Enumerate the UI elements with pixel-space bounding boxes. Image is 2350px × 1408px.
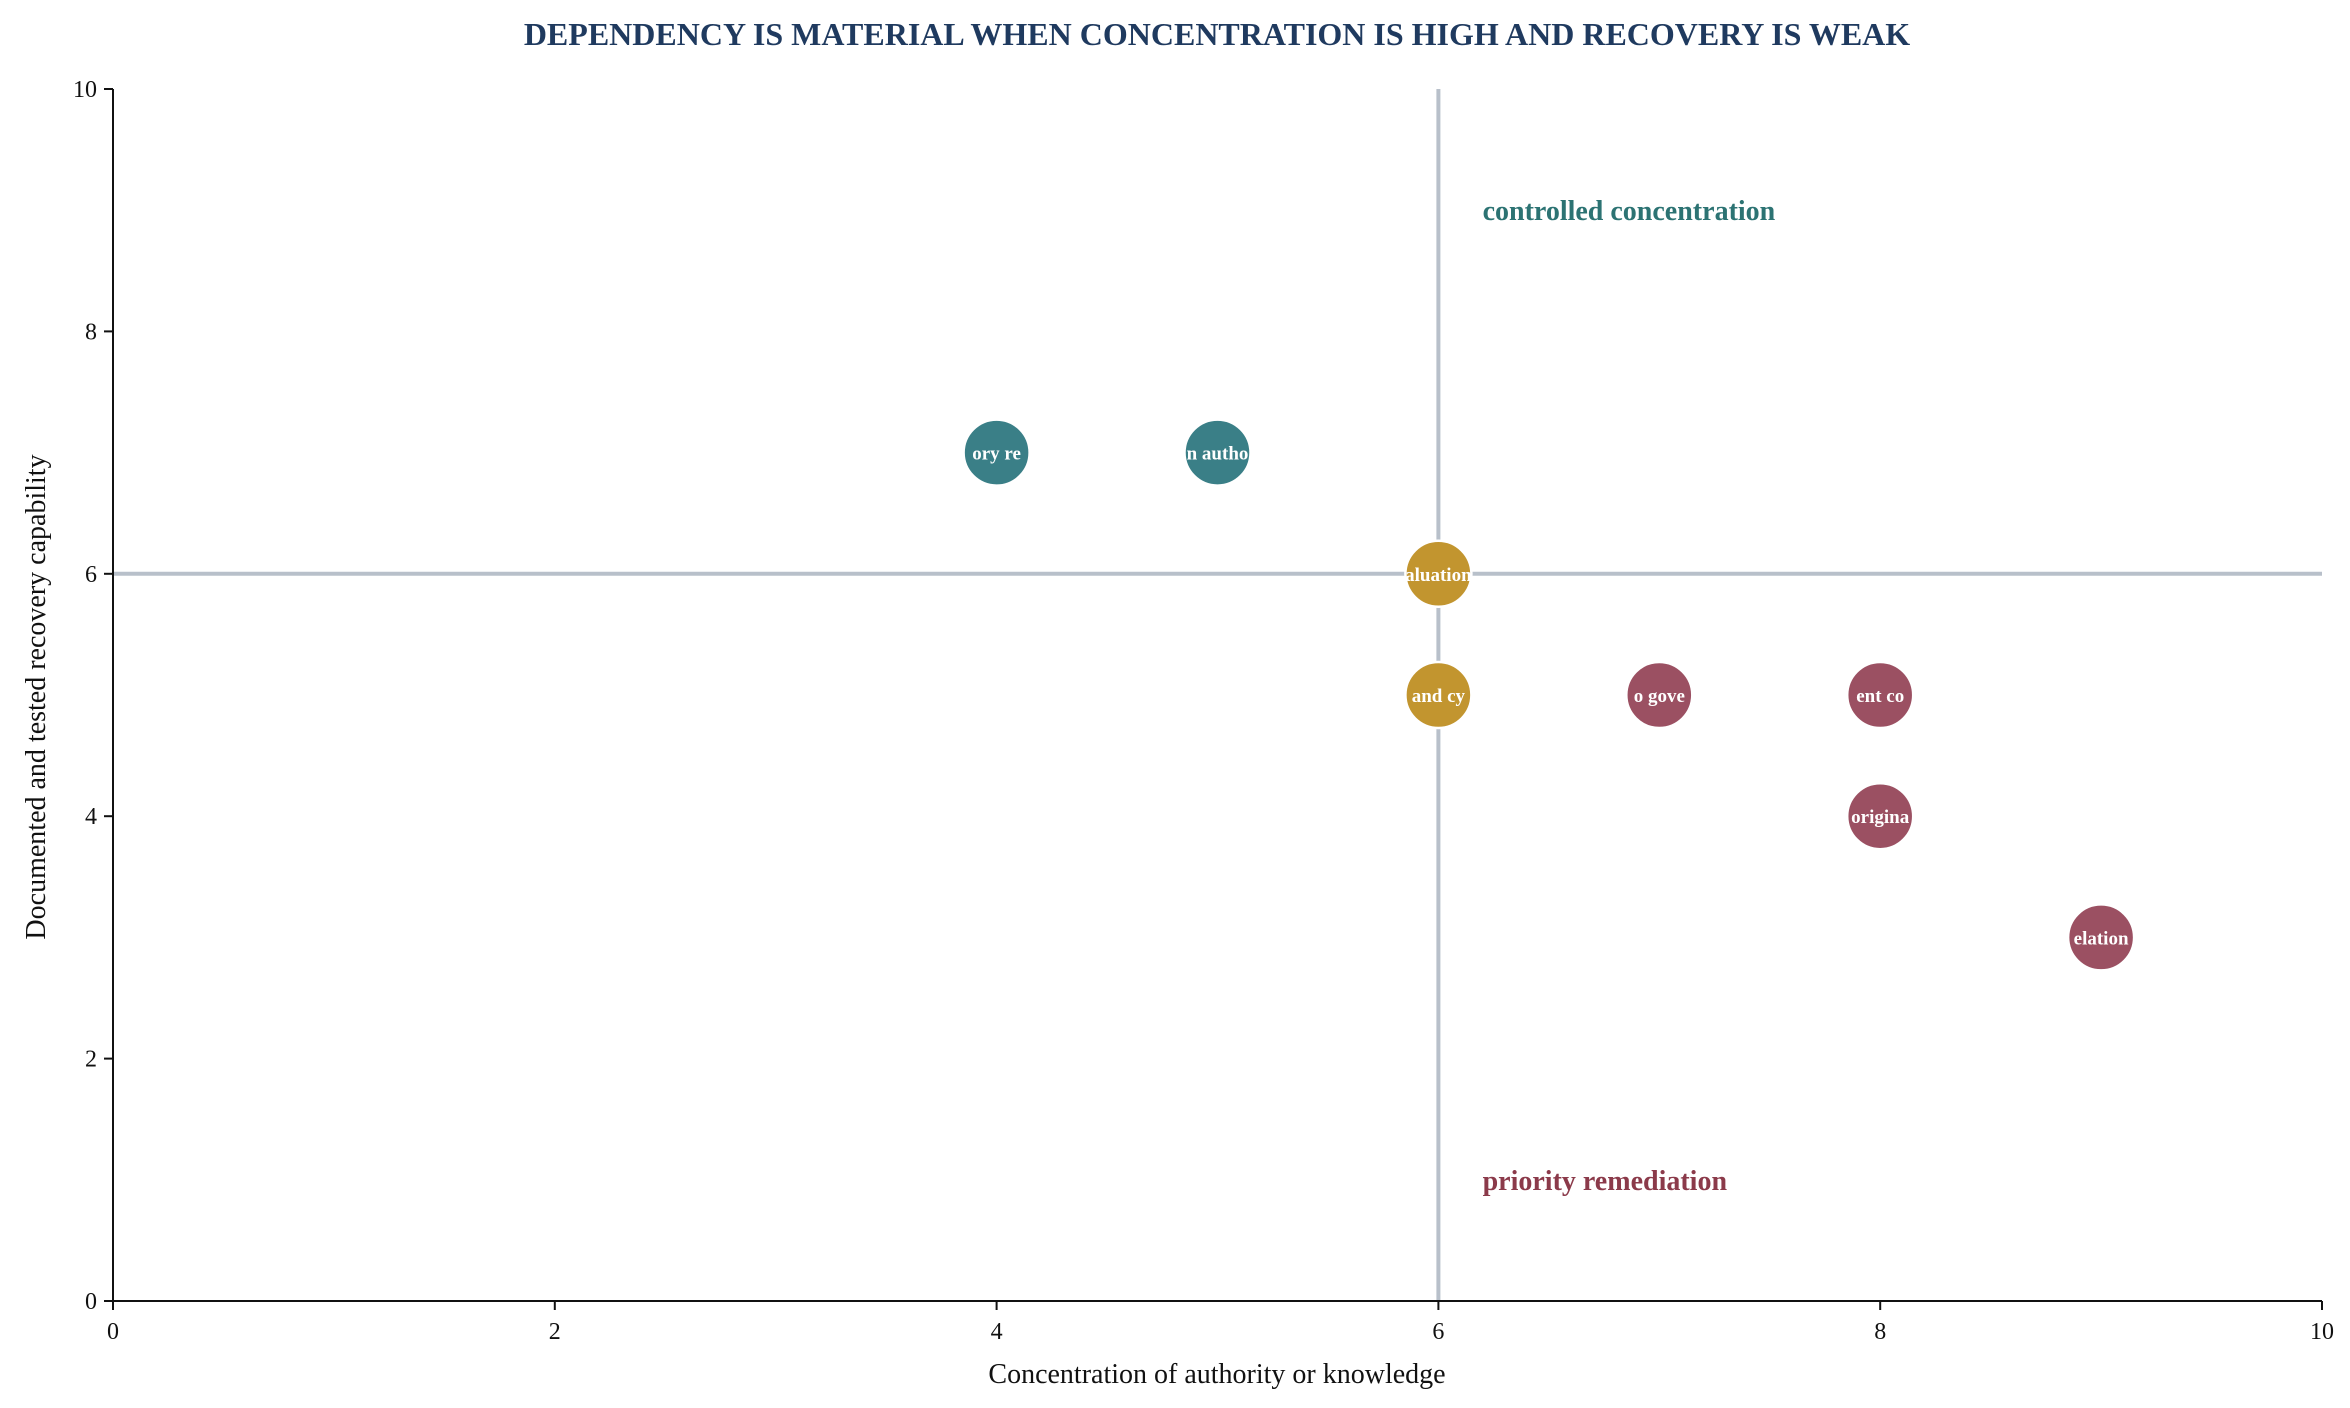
data-point[interactable]: elation	[2066, 903, 2136, 972]
x-tick-label: 6	[1432, 1319, 1444, 1345]
x-tick-label: 10	[2310, 1319, 2334, 1345]
x-axis-label: Concentration of authority or knowledge	[988, 1359, 1445, 1390]
data-point-marker[interactable]	[1625, 660, 1694, 730]
data-point[interactable]: o gove	[1625, 660, 1694, 730]
data-point-marker[interactable]	[1845, 660, 1915, 730]
data-point-marker[interactable]	[1845, 781, 1915, 851]
annotations: controlled concentration priority remedia…	[1483, 196, 1776, 1197]
data-point-label: origina	[1851, 807, 1910, 828]
data-point-marker[interactable]	[2066, 903, 2136, 972]
y-tick-label: 4	[85, 804, 97, 830]
reference-lines	[113, 89, 2322, 1301]
x-tick-label: 4	[991, 1319, 1003, 1345]
data-point-label: and cy	[1412, 686, 1466, 707]
data-point-marker[interactable]	[1183, 418, 1252, 487]
data-point-label: elation	[2074, 928, 2129, 949]
data-point-label: n autho	[1187, 444, 1249, 465]
data-point-label: o gove	[1634, 686, 1685, 707]
data-point[interactable]: and cy	[1404, 660, 1473, 730]
data-point-marker[interactable]	[962, 418, 1031, 487]
axes	[112, 89, 2322, 1302]
annotation-controlled-concentration: controlled concentration	[1483, 196, 1776, 227]
data-point-label: aluation	[1405, 565, 1472, 586]
y-tick-label: 2	[85, 1047, 97, 1073]
data-point-marker[interactable]	[1404, 539, 1473, 609]
data-point[interactable]: ory re	[962, 418, 1031, 487]
y-tick-label: 0	[85, 1289, 97, 1315]
annotation-priority-remediation: priority remediation	[1483, 1166, 1728, 1197]
data-point-label: ory re	[972, 444, 1021, 465]
data-point[interactable]: ent co	[1845, 660, 1915, 730]
data-point-label: ent co	[1856, 686, 1904, 707]
data-points: ory re n autho aluation and cy o gove ent co o…	[962, 418, 2136, 972]
x-axis-ticks: 0 2 4 6 8 10	[107, 1301, 2334, 1345]
y-tick-label: 8	[85, 319, 97, 345]
data-point[interactable]: aluation	[1404, 539, 1473, 609]
y-tick-label: 6	[85, 562, 97, 588]
x-tick-label: 8	[1874, 1319, 1886, 1345]
y-axis-label: Documented and tested recovery capabilit…	[21, 454, 52, 939]
x-tick-label: 2	[549, 1319, 561, 1345]
data-point[interactable]: origina	[1845, 781, 1915, 851]
y-axis-ticks: 0 2 4 6 8 10	[73, 77, 113, 1315]
data-point[interactable]: n autho	[1183, 418, 1252, 487]
data-point-marker[interactable]	[1404, 660, 1473, 730]
x-tick-label: 0	[107, 1319, 119, 1345]
y-tick-label: 10	[73, 77, 97, 103]
chart-title: DEPENDENCY IS MATERIAL WHEN CONCENTRATIO…	[524, 16, 1910, 52]
